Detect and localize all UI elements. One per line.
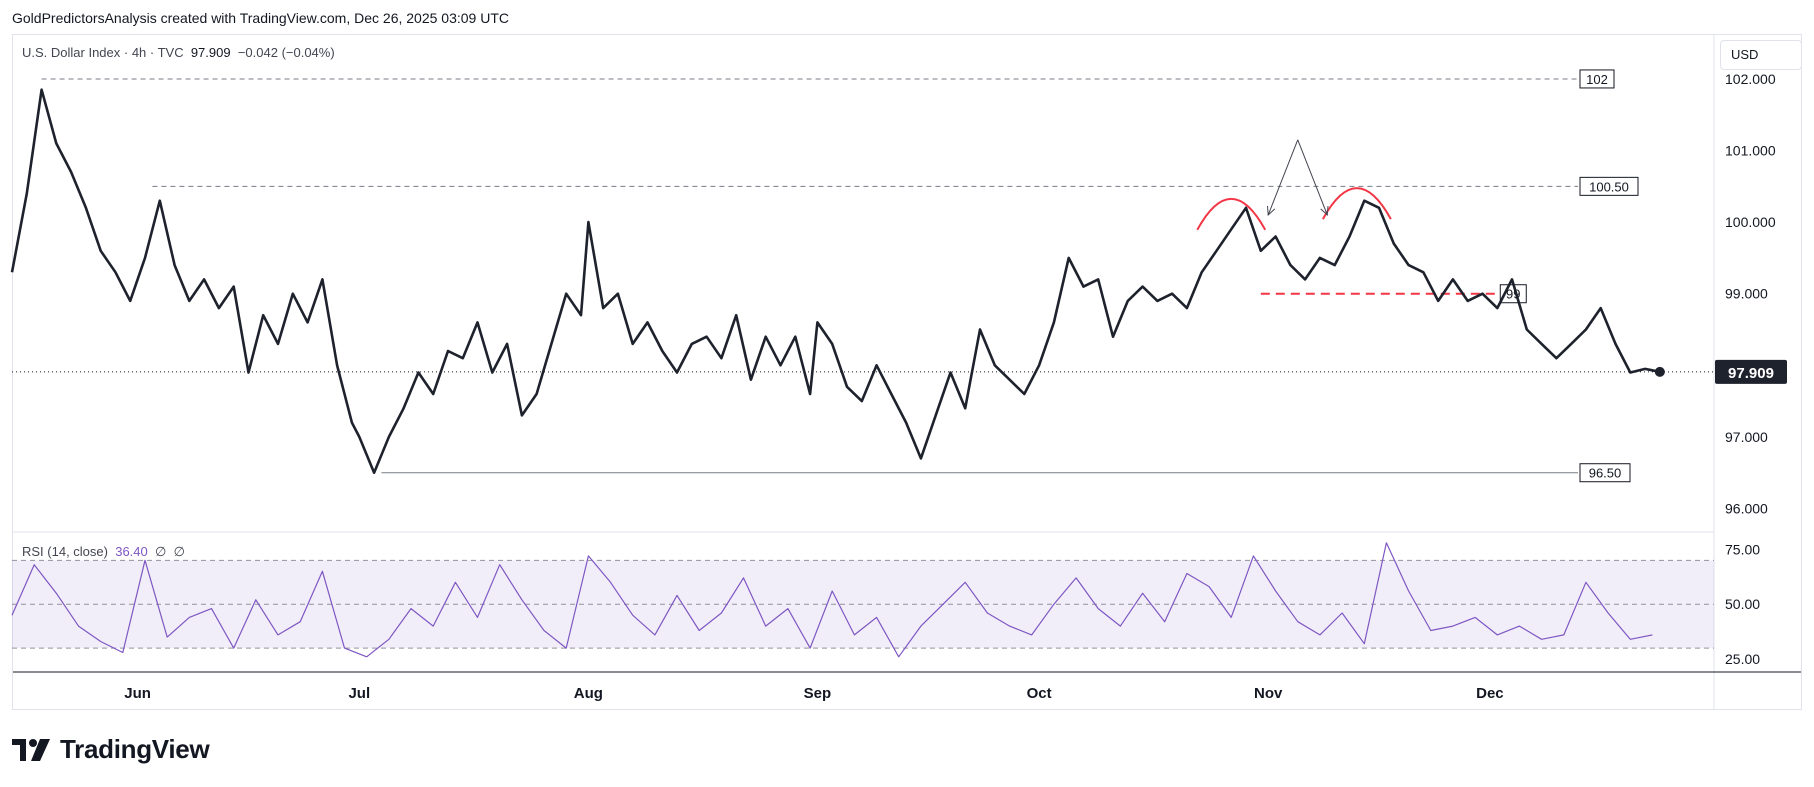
rsi-legend[interactable]: RSI (14, close) 36.40 ∅ ∅ — [22, 544, 185, 560]
rsi-value: 36.40 — [115, 544, 148, 559]
rsi-label: RSI (14, close) — [22, 544, 108, 559]
tradingview-logo-text: TradingView — [60, 734, 210, 764]
symbol-legend[interactable]: U.S. Dollar Index · 4h · TVC 97.909 −0.0… — [22, 45, 335, 60]
symbol-label: U.S. Dollar Index · 4h · TVC — [22, 45, 184, 60]
attribution-text: GoldPredictorsAnalysis created with Trad… — [12, 10, 509, 26]
price-value: 97.909 — [190, 45, 231, 60]
rsi-extra-1: ∅ — [155, 544, 167, 559]
tradingview-logo-icon — [12, 738, 50, 761]
price-change: −0.042 (−0.04%) — [237, 45, 335, 60]
rsi-extra-2: ∅ — [173, 544, 185, 559]
chart-frame[interactable] — [12, 34, 1802, 710]
currency-button[interactable]: USD — [1720, 40, 1802, 70]
tradingview-logo[interactable]: TradingView — [12, 734, 210, 765]
